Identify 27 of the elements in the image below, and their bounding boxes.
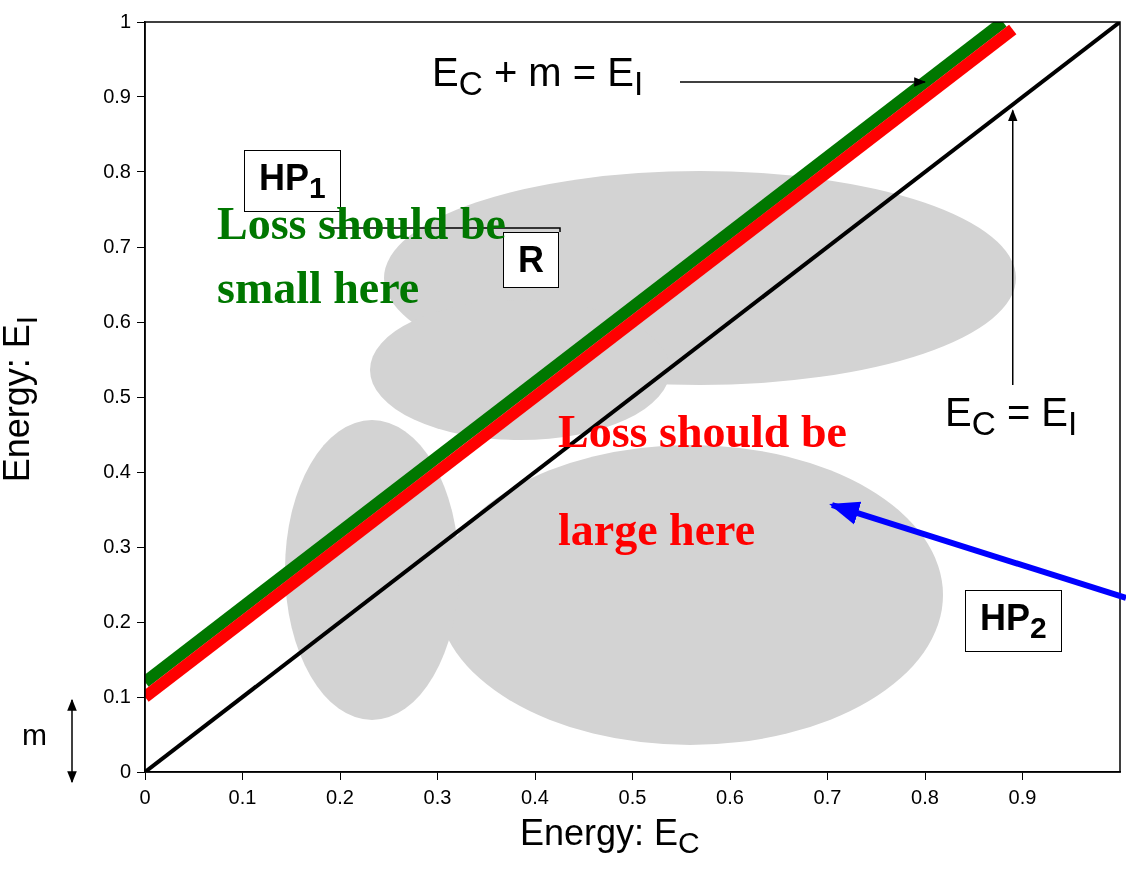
y-tick-label: 0.8 [103, 159, 131, 182]
y-tick-label: 0.9 [103, 84, 131, 107]
y-tick-label: 0.2 [103, 609, 131, 632]
x-tick-label: 0.2 [326, 785, 354, 808]
x-tick-label: 0.5 [618, 785, 647, 808]
x-axis-title: Energy: E$_{C}$ [520, 812, 700, 861]
annotation: HP$_{2}$ [965, 590, 1062, 653]
x-tick-label: 0.9 [1008, 785, 1037, 808]
annotation: E$_{C}$ + m = E$_{I}$ [432, 50, 644, 103]
annotation: E$_{C}$ = E$_{I}$ [945, 390, 1078, 443]
x-tick-label: 0.8 [911, 785, 939, 808]
text: m [22, 718, 47, 752]
y-tick-label: 0.1 [103, 684, 131, 707]
annotation: R [518, 239, 544, 280]
y-tick-label: 0.6 [103, 309, 131, 332]
y-tick-label: 1 [119, 9, 131, 32]
x-tick-label: 0.7 [813, 785, 842, 808]
y-tick-label: 0.7 [103, 234, 131, 257]
x-tick-label: 0.1 [228, 785, 257, 808]
y-tick-label: 0 [119, 759, 131, 782]
x-tick-label: 0.4 [521, 785, 549, 808]
y-tick-label: 0.5 [103, 384, 131, 407]
x-tick-label: 0.3 [423, 785, 452, 808]
x-tick-label: 0 [139, 785, 151, 808]
y-tick-label: 0.3 [103, 534, 131, 557]
x-tick-label: 0.6 [716, 785, 744, 808]
y-tick-label: 0.4 [103, 459, 131, 482]
